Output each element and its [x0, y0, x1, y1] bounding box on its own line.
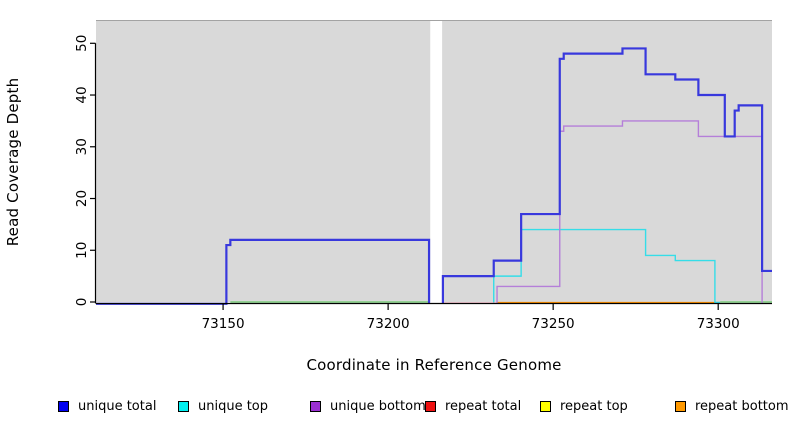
repeat-total-swatch-icon: [425, 400, 436, 412]
legend-item-repeat-top: repeat top: [540, 397, 628, 415]
unique-bottom-swatch-icon: [310, 400, 321, 412]
svg-text:20: 20: [74, 190, 90, 207]
legend-label: unique total: [78, 398, 157, 414]
svg-text:73200: 73200: [367, 316, 410, 332]
legend-item-unique-total: unique total: [58, 397, 156, 415]
legend-label: repeat bottom: [695, 398, 789, 414]
repeat-bottom-swatch-icon: [675, 400, 686, 412]
legend-item-unique-bottom: unique bottom: [310, 397, 426, 415]
legend-label: repeat total: [445, 398, 522, 414]
legend-label: unique bottom: [330, 398, 426, 414]
svg-text:40: 40: [74, 86, 90, 103]
svg-text:50: 50: [74, 35, 90, 52]
svg-text:73300: 73300: [697, 316, 740, 332]
x-axis-label: Coordinate in Reference Genome: [306, 356, 562, 374]
svg-text:73250: 73250: [532, 316, 575, 332]
legend-item-unique-top: unique top: [178, 397, 268, 415]
legend-label: repeat top: [560, 398, 628, 414]
unique-total-swatch-icon: [58, 400, 69, 412]
svg-text:30: 30: [74, 138, 90, 155]
svg-text:10: 10: [74, 242, 90, 259]
y-axis-label: Read Coverage Depth: [4, 77, 22, 247]
repeat-top-swatch-icon: [540, 400, 551, 412]
svg-text:73150: 73150: [202, 316, 245, 332]
legend-label: unique top: [198, 398, 269, 414]
legend-item-repeat-total: repeat total: [425, 397, 521, 415]
legend-item-repeat-bottom: repeat bottom: [675, 397, 789, 415]
legend: unique total unique top unique bottom re…: [0, 397, 792, 417]
svg-text:0: 0: [74, 298, 90, 307]
unique-top-swatch-icon: [178, 400, 189, 412]
